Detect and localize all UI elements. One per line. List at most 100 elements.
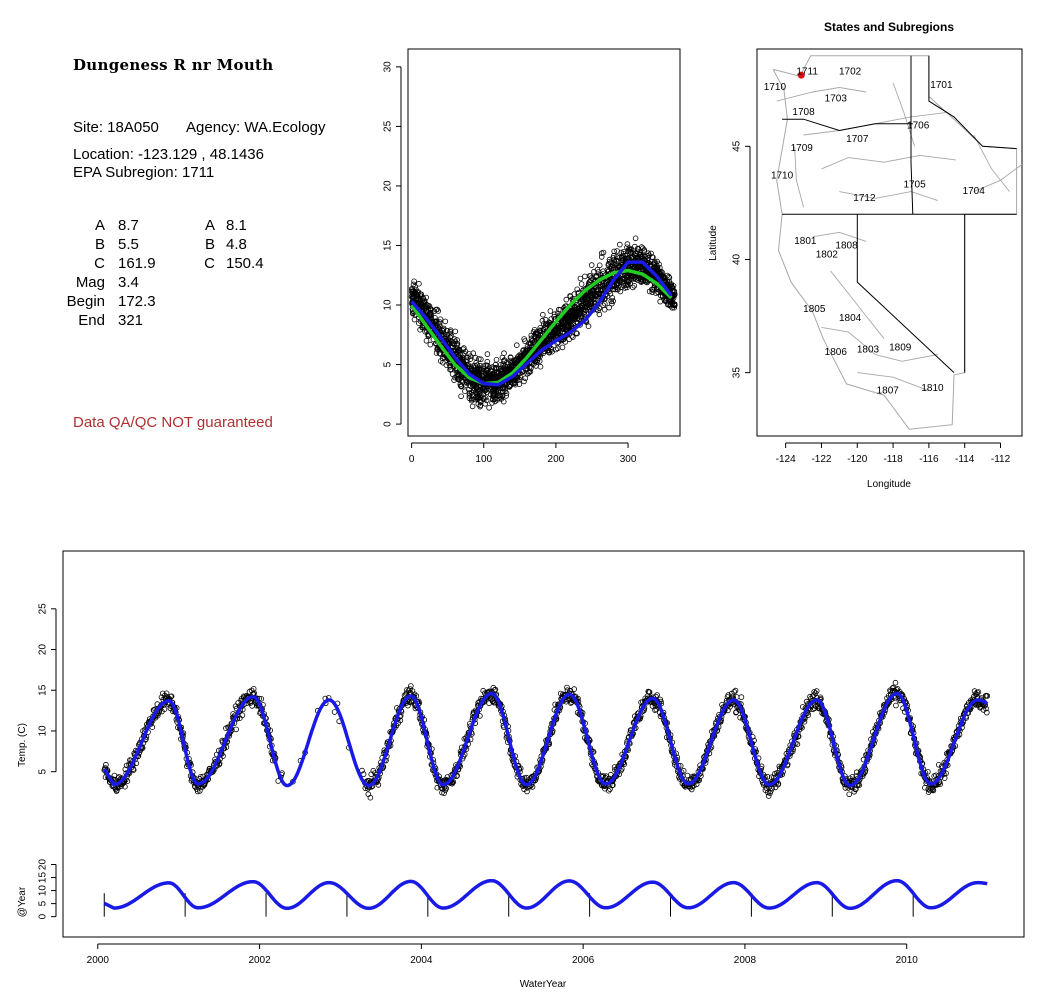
scatter-point: [483, 397, 490, 404]
scatter-point: [560, 320, 567, 326]
scatter-point: [559, 344, 566, 351]
map-x-tick-label: -118: [883, 454, 903, 465]
temperature-point: [765, 793, 772, 799]
scatter-point: [588, 290, 595, 297]
scatter-point: [496, 395, 502, 401]
subregion: EPA Subregion: 1711: [73, 164, 215, 181]
scatter-point: [476, 365, 483, 371]
scatter-point: [657, 292, 664, 299]
scatter-point: [622, 252, 629, 259]
scatter-point: [490, 392, 497, 399]
scatter-point: [477, 362, 484, 369]
scatter-point: [503, 393, 510, 399]
temperature-point: [103, 761, 109, 768]
scatter-y-tick-label: 25: [383, 120, 394, 132]
scatter-point: [427, 341, 434, 348]
time-y-tick-label: 5: [38, 768, 49, 774]
scatter-point: [483, 386, 490, 393]
scatter-point: [464, 378, 471, 385]
temperature-point: [892, 679, 899, 686]
param-value: 321: [118, 312, 144, 329]
region-label: 1712: [853, 193, 876, 204]
site-marker: [797, 71, 805, 79]
scatter-point: [468, 397, 475, 404]
scatter-plot-frame: [407, 48, 681, 437]
scatter-point: [464, 354, 471, 361]
scatter-point: [645, 250, 652, 257]
scatter-point: [637, 251, 643, 258]
time-series-frame: [62, 550, 1025, 938]
scatter-point: [442, 318, 449, 325]
temperature-point: [114, 787, 120, 793]
map-axes: -124 -122 -120 -118 -116 -114 -112 35 40 45: [732, 140, 1011, 465]
map-x-tick-label: -114: [955, 454, 975, 465]
scatter-point: [486, 404, 492, 411]
scatter-point: [493, 356, 500, 363]
scatter-point: [586, 273, 593, 279]
scatter-point: [513, 375, 520, 382]
scatter-point: [595, 286, 601, 293]
scatter-point: [468, 367, 474, 374]
map-frame: [756, 48, 1023, 437]
scatter-point: [559, 321, 566, 327]
scatter-point: [573, 330, 580, 336]
annual-y-tick-label: 0: [38, 913, 49, 919]
temperature-point: [653, 706, 660, 713]
param-label: A: [94, 217, 105, 234]
temperature-point: [571, 686, 577, 692]
scatter-point: [651, 264, 657, 270]
map-y-tick-label: 45: [732, 140, 743, 152]
scatter-point: [492, 361, 499, 368]
temperature-point: [564, 684, 570, 691]
scatter-point: [500, 384, 506, 391]
map-boundaries: [772, 55, 1023, 430]
subregion-boundary: [973, 134, 1010, 192]
time-x-tick-label: 2002: [248, 955, 271, 966]
temperature-point: [124, 778, 131, 784]
scatter-point: [454, 345, 461, 352]
annual-cycle-line: [102, 878, 989, 911]
scatter-point: [646, 288, 653, 295]
temperature-point: [805, 712, 812, 718]
scatter-point: [628, 276, 635, 283]
scatter-point: [632, 235, 639, 242]
map-y-tick-label: 40: [732, 253, 743, 265]
temperature-point: [764, 773, 771, 780]
scatter-point: [470, 387, 477, 393]
scatter-point: [606, 304, 612, 311]
scatter-point: [469, 403, 476, 410]
scatter-point: [489, 373, 496, 380]
scatter-point: [419, 324, 426, 331]
temperature-point: [233, 726, 239, 733]
scatter-point: [585, 323, 592, 330]
scatter-point: [539, 311, 546, 318]
temperature-point: [731, 689, 737, 695]
param-value: 8.7: [118, 217, 139, 234]
scatter-point: [644, 253, 651, 259]
scatter-point: [649, 289, 656, 295]
scatter-point: [416, 320, 422, 327]
subregion-boundary: [973, 164, 1023, 193]
region-label: 1808: [835, 241, 858, 252]
scatter-point: [566, 317, 572, 324]
map-x-tick-label: -116: [919, 454, 939, 465]
agency: Agency: WA.Ecology: [186, 119, 326, 136]
scatter-point: [638, 278, 645, 285]
scatter-point: [455, 376, 462, 383]
param-label: Mag: [75, 274, 105, 291]
map-x-tick-label: -124: [776, 454, 796, 465]
scatter-point: [416, 280, 422, 287]
time-y-tick-label: 25: [38, 603, 49, 615]
scatter-x-tick-label: 0: [409, 454, 415, 465]
scatter-point: [501, 357, 508, 363]
time-x-tick-label: 2010: [896, 955, 919, 966]
scatter-point: [437, 350, 444, 357]
scatter-point: [489, 400, 495, 406]
scatter-point: [666, 297, 672, 304]
region-label: 1707: [846, 134, 869, 145]
scatter-point: [473, 394, 480, 401]
state-border: [782, 118, 913, 132]
scatter-point: [483, 367, 490, 374]
scatter-point: [477, 356, 484, 363]
